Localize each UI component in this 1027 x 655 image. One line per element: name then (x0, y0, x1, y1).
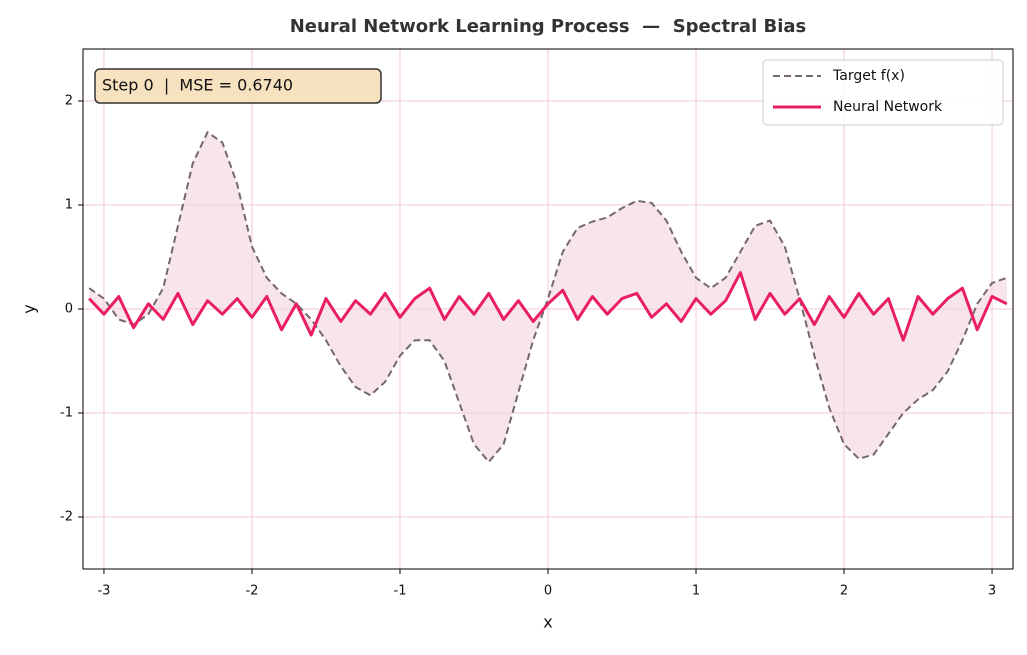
line (88, 131, 1008, 463)
annotation-box (94, 68, 382, 104)
y-tick-label: 1 (65, 198, 73, 213)
x-axis-label: x (543, 613, 552, 632)
x-tick-label: 0 (544, 584, 552, 599)
line (88, 271, 1008, 342)
y-tick-label: -1 (60, 406, 73, 421)
legend-label: Neural Network (833, 99, 943, 115)
x-tick-label: -2 (245, 584, 258, 599)
annotation: Step 0 | MSE = 0.6740 (102, 76, 293, 95)
chart-title: Neural Network Learning Process — Spectr… (290, 16, 807, 37)
y-tick-label: -2 (60, 510, 73, 525)
y-axis-label: y (20, 304, 39, 313)
x-tick-label: 3 (988, 584, 996, 599)
legend-label: Target f(x) (832, 68, 905, 84)
x-tick-label: -3 (97, 584, 110, 599)
plot-frame (82, 48, 1014, 570)
difference-fill (89, 132, 1007, 462)
legend-box (762, 59, 1004, 126)
x-tick-label: 2 (840, 584, 848, 599)
y-tick-label: 2 (65, 94, 73, 109)
x-tick-label: 1 (692, 584, 700, 599)
y-tick-label: 0 (65, 302, 73, 317)
x-tick-label: -1 (394, 584, 407, 599)
